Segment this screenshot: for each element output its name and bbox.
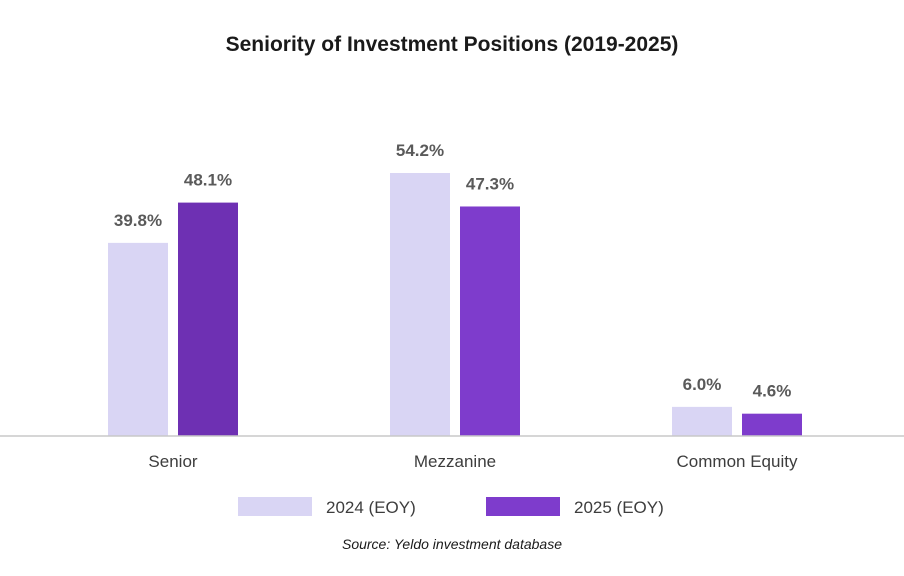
category-label: Mezzanine <box>414 452 496 471</box>
bar-senior-series-1 <box>108 242 168 436</box>
chart-title: Seniority of Investment Positions (2019-… <box>225 33 679 56</box>
data-label-mezzanine-series-2: 47.3% <box>466 174 514 193</box>
legend-label-series-1: 2024 (EOY) <box>326 498 416 517</box>
category-labels-group: Senior Mezzanine Common Equity <box>148 452 798 471</box>
category-label: Common Equity <box>677 452 798 471</box>
legend-swatch-series-2 <box>486 497 560 516</box>
bar-common-equity-series-2 <box>742 413 802 436</box>
bar-mezzanine-series-1 <box>390 173 450 436</box>
bars-group <box>108 173 802 436</box>
data-label-common-equity-series-1: 6.0% <box>683 375 722 394</box>
category-label: Senior <box>148 452 197 471</box>
source-note: Source: Yeldo investment database <box>341 536 562 552</box>
data-label-senior-series-2: 48.1% <box>184 171 232 190</box>
legend-swatch-series-1 <box>238 497 312 516</box>
data-label-common-equity-series-2: 4.6% <box>753 382 792 401</box>
data-label-mezzanine-series-1: 54.2% <box>396 141 444 160</box>
bar-mezzanine-series-2 <box>460 206 520 436</box>
bar-senior-series-2 <box>178 202 238 436</box>
bar-common-equity-series-1 <box>672 406 732 436</box>
legend: 2024 (EOY) 2025 (EOY) <box>238 497 664 517</box>
data-labels-group: 39.8% 48.1% 54.2% 47.3% 6.0% 4.6% <box>114 141 791 401</box>
data-label-senior-series-1: 39.8% <box>114 211 162 230</box>
legend-label-series-2: 2025 (EOY) <box>574 498 664 517</box>
